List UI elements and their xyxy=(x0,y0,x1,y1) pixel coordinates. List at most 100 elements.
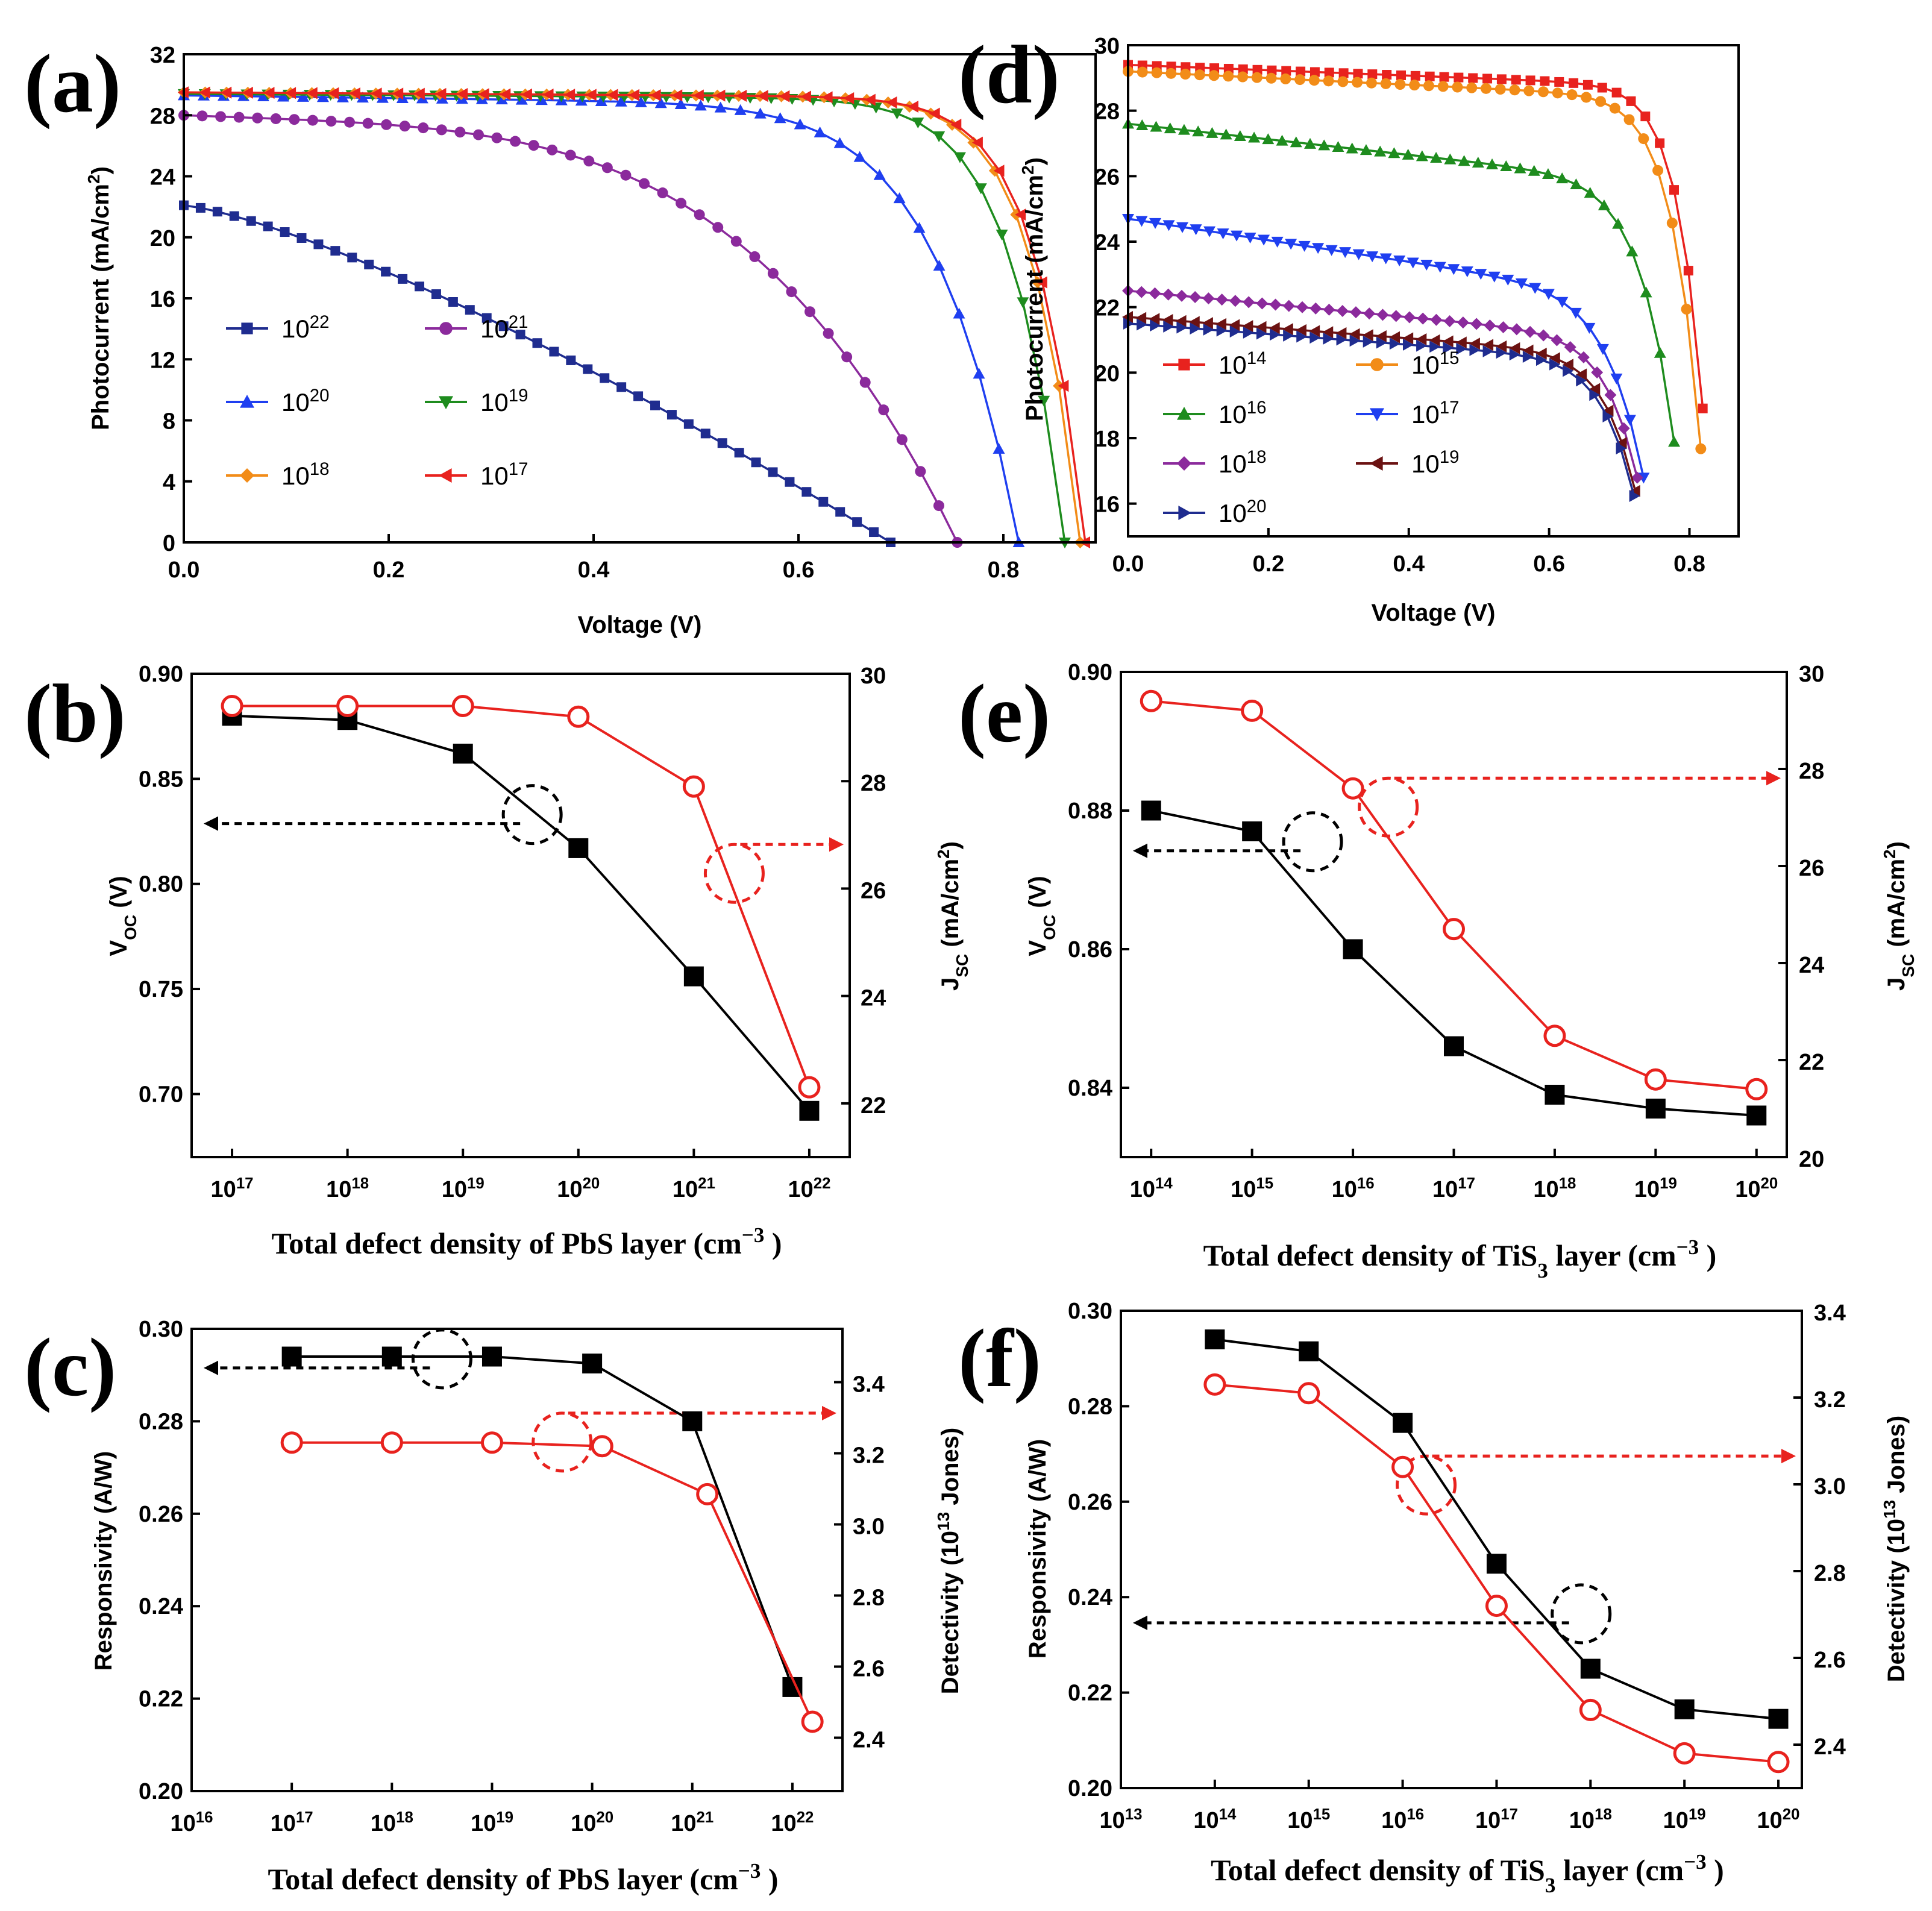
data-point xyxy=(768,467,778,477)
data-point xyxy=(694,209,705,221)
data-point xyxy=(1580,1658,1601,1679)
data-point xyxy=(242,86,253,99)
series-line xyxy=(232,704,811,1088)
data-point xyxy=(1442,335,1454,348)
legend-label: 1014 xyxy=(1218,348,1266,380)
data-point xyxy=(1500,160,1513,172)
data-point xyxy=(1425,71,1435,81)
data-point xyxy=(1176,321,1188,334)
data-point xyxy=(521,88,532,101)
panel-b-ytick-right-label: 28 xyxy=(861,771,886,796)
data-point xyxy=(1475,269,1487,280)
panel-a-plot xyxy=(178,86,1090,548)
data-point xyxy=(1549,358,1561,371)
data-point xyxy=(1343,939,1363,959)
legend-label: 1017 xyxy=(1411,398,1459,429)
data-point xyxy=(1229,319,1240,331)
data-point xyxy=(325,116,337,127)
data-point xyxy=(1151,67,1162,78)
legend-marker xyxy=(1177,407,1191,420)
data-point xyxy=(915,466,926,477)
panel-e-ytick-right-label: 22 xyxy=(1799,1050,1824,1075)
data-point xyxy=(1458,155,1470,166)
data-point xyxy=(1366,77,1377,89)
data-point xyxy=(313,239,324,249)
data-point xyxy=(1323,332,1334,345)
data-point xyxy=(1638,133,1649,145)
data-point xyxy=(1535,354,1547,366)
data-point xyxy=(221,86,232,99)
data-point xyxy=(1564,340,1576,353)
data-point xyxy=(1242,821,1262,841)
data-point xyxy=(1163,320,1175,333)
data-point xyxy=(418,122,429,134)
data-point xyxy=(1644,1068,1667,1091)
legend-label: 1018 xyxy=(1218,447,1266,479)
data-point xyxy=(1469,337,1480,350)
data-point xyxy=(1149,287,1161,300)
panel-f-ytick-label: 0.26 xyxy=(1068,1490,1112,1515)
data-point xyxy=(1598,199,1610,210)
data-point xyxy=(281,1346,302,1367)
data-point xyxy=(1309,331,1321,344)
panel-c-xtick-label: 1019 xyxy=(471,1809,513,1836)
data-point xyxy=(683,966,704,987)
data-point xyxy=(1597,83,1607,93)
data-point xyxy=(1309,67,1320,77)
panel-e-ytick-right-label: 20 xyxy=(1799,1147,1824,1172)
legend-item: 1020 xyxy=(1163,497,1266,527)
data-point xyxy=(257,90,269,102)
data-point xyxy=(774,112,786,124)
panel-e-xtick-label: 1014 xyxy=(1130,1175,1173,1202)
panel-f-ylabel-right: Detectivity (1013 Jones) xyxy=(1880,1416,1910,1682)
panel-b-plot xyxy=(204,694,844,1121)
series-b-jsc xyxy=(221,694,821,1099)
data-point xyxy=(1745,1078,1768,1100)
data-point xyxy=(1335,327,1347,339)
data-point xyxy=(564,89,576,101)
data-point xyxy=(1206,127,1218,138)
series-line xyxy=(1128,122,1675,442)
data-point xyxy=(654,97,667,108)
data-point xyxy=(1252,64,1262,75)
panel-c-ytick-label: 0.30 xyxy=(139,1317,183,1342)
annotation-arrowhead xyxy=(829,837,844,852)
panel-d-xlabel: Voltage (V) xyxy=(1372,600,1496,626)
panel-b-xtick-label: 1020 xyxy=(557,1175,600,1202)
data-point xyxy=(878,404,889,416)
legend-item: 1018 xyxy=(226,459,329,490)
data-point xyxy=(1337,76,1349,87)
panel-f-ytick-right-label: 2.6 xyxy=(1814,1648,1846,1673)
data-point xyxy=(1610,373,1623,384)
data-point xyxy=(1299,1341,1319,1361)
data-point xyxy=(1581,92,1592,103)
data-point xyxy=(1282,323,1293,336)
data-point xyxy=(1175,289,1188,302)
series-d-19 xyxy=(1122,310,1640,497)
data-point xyxy=(714,89,726,102)
data-point xyxy=(1281,66,1291,76)
panel-d: (d) 0.0 0.2 0.4 0.6 0.8 16 18 20 22 24 26 28 30 Voltag… xyxy=(958,28,1740,626)
legend-marker xyxy=(439,322,453,335)
data-point xyxy=(1485,1595,1508,1618)
data-point xyxy=(638,178,650,189)
data-point xyxy=(196,110,208,122)
data-point xyxy=(1231,230,1243,242)
series-line xyxy=(292,1355,794,1688)
annotation-arrowhead xyxy=(204,1360,218,1375)
panel-e-ytick-right-label: 24 xyxy=(1799,953,1824,978)
data-point xyxy=(1323,75,1334,87)
data-point xyxy=(971,136,983,149)
data-point xyxy=(1582,80,1593,90)
panel-b-xtick-label: 1022 xyxy=(788,1175,830,1202)
panel-c-ytick-label: 0.20 xyxy=(139,1779,183,1804)
data-point xyxy=(381,119,392,130)
data-point xyxy=(993,442,1005,454)
data-point xyxy=(448,297,458,307)
panel-a-xtick-label: 0.6 xyxy=(783,557,815,583)
data-point xyxy=(841,351,853,363)
data-point xyxy=(993,165,1005,177)
data-point xyxy=(1391,1455,1414,1478)
data-point xyxy=(1336,333,1347,346)
data-point xyxy=(1577,351,1590,363)
